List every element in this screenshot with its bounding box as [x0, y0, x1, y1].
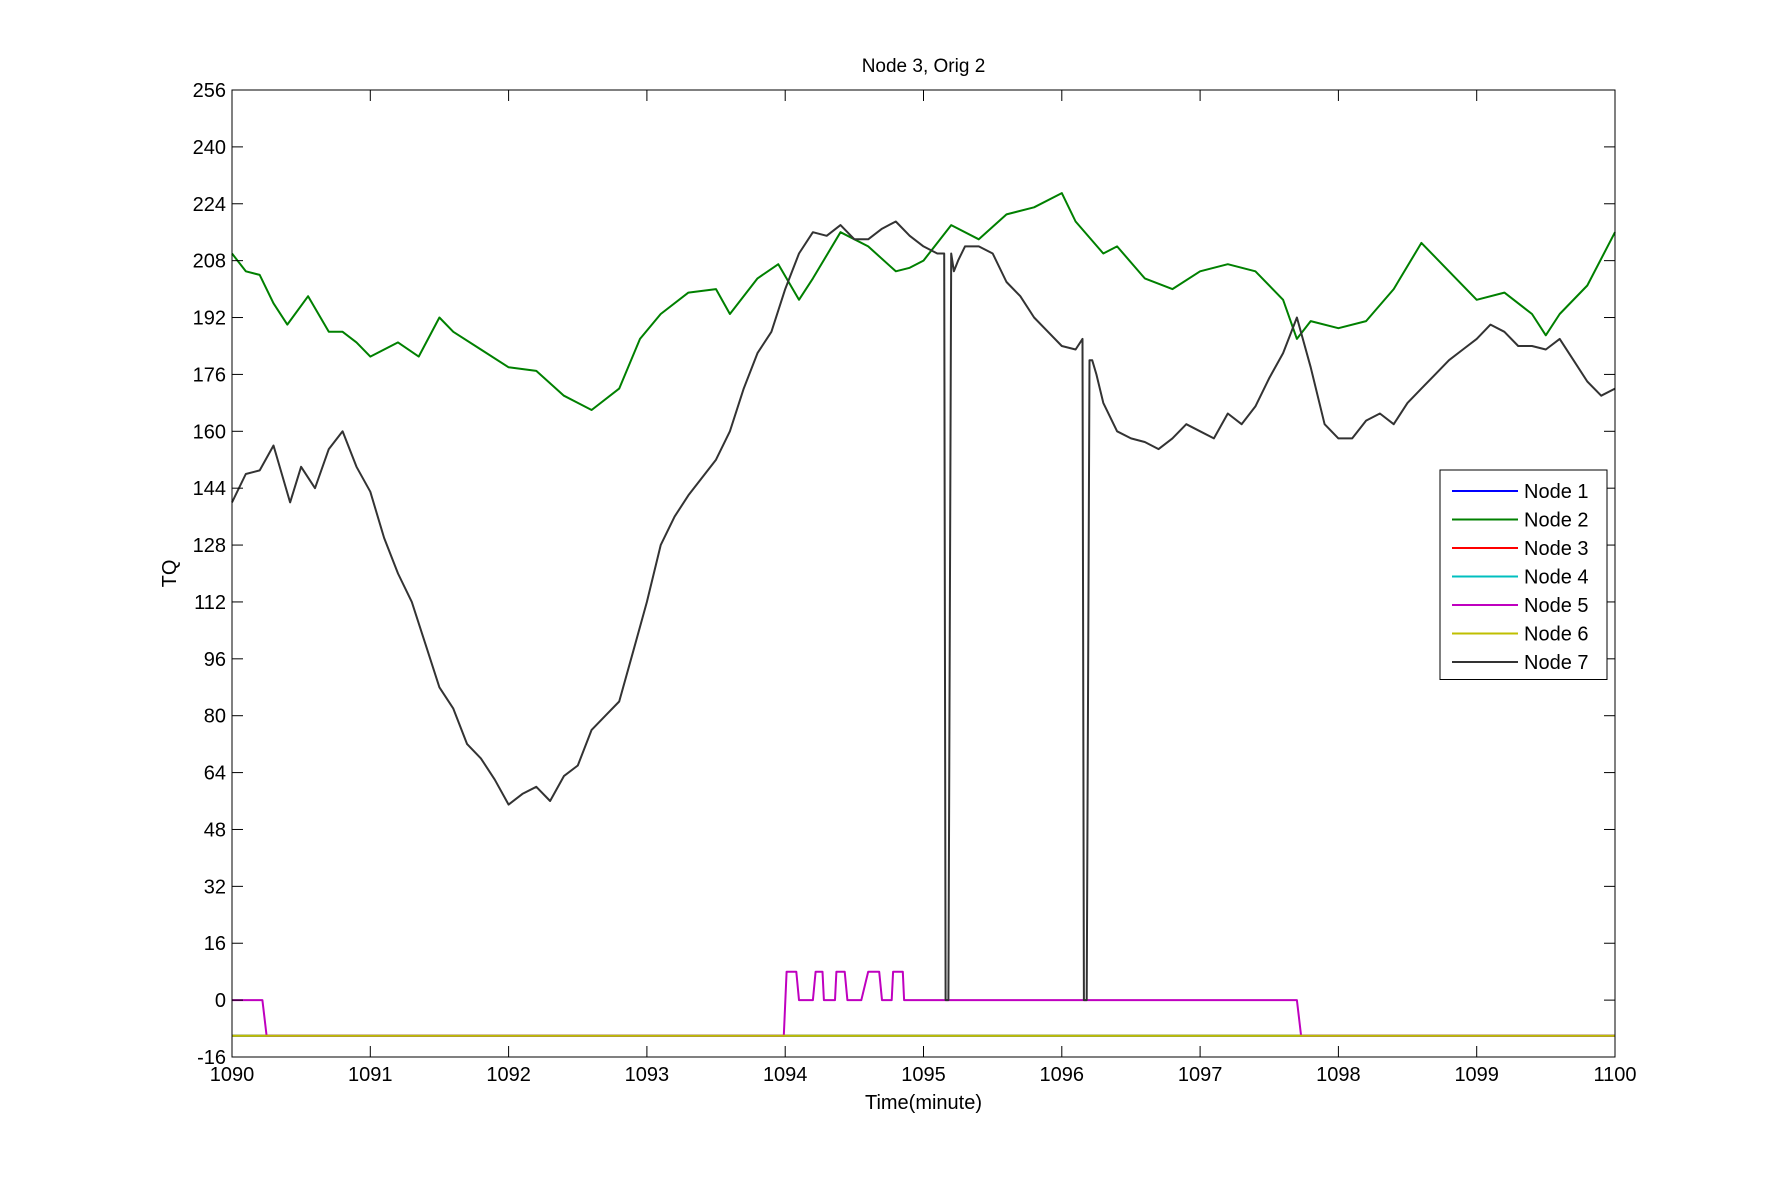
chart-title: Node 3, Orig 2	[862, 56, 986, 77]
x-tick-label: 1099	[1454, 1064, 1499, 1086]
x-tick-label: 1091	[348, 1064, 393, 1086]
legend-label-6: Node 6	[1524, 624, 1589, 646]
y-tick-label: 0	[215, 990, 226, 1012]
x-axis-label: Time(minute)	[865, 1092, 982, 1114]
x-tick-label: 1092	[486, 1064, 531, 1086]
series-line-2	[231, 192, 1616, 411]
legend-label-4: Node 4	[1524, 567, 1589, 589]
legend-label-7: Node 7	[1524, 652, 1589, 674]
plot-series	[231, 192, 1616, 1037]
legend-label-1: Node 1	[1524, 481, 1589, 503]
legend: Node 1 Node 2 Node 3 Node 4 Node 5 Node 6 Node…	[1439, 469, 1608, 680]
y-tick-label: 48	[204, 819, 226, 841]
x-tick-label: 1095	[901, 1064, 946, 1086]
y-tick-label: 160	[193, 421, 226, 443]
series-line-7	[231, 220, 1616, 1002]
x-tick-label: 1090	[210, 1064, 255, 1086]
legend-label-3: Node 3	[1524, 538, 1589, 560]
y-tick-label: -16	[197, 1047, 226, 1069]
y-tick-label: 240	[193, 137, 226, 159]
y-tick-label: 96	[204, 649, 226, 671]
legend-box	[1439, 469, 1608, 680]
y-tick-label: 64	[204, 763, 226, 785]
y-tick-label: 80	[204, 706, 226, 728]
x-tick-label: 1096	[1040, 1064, 1085, 1086]
y-tick-label: 16	[204, 933, 226, 955]
series-line-5	[232, 970, 1615, 1037]
y-tick-label: 112	[194, 592, 226, 614]
axes: 1090 1091 1092 1093 1094 1095 1096 1097 1098 1099…	[193, 80, 1637, 1086]
y-tick-label: 192	[193, 308, 226, 330]
x-tick-label: 1094	[763, 1064, 808, 1086]
legend-label-2: Node 2	[1524, 510, 1589, 532]
y-axis-label: TQ	[159, 560, 181, 588]
y-tick-label: 256	[193, 80, 226, 102]
y-tick-label: 32	[204, 876, 226, 898]
x-tick-label: 1098	[1316, 1064, 1361, 1086]
x-tick-label: 1097	[1178, 1064, 1223, 1086]
legend-label-5: Node 5	[1524, 595, 1589, 617]
y-tick-label: 224	[193, 194, 226, 216]
y-tick-label: 176	[193, 364, 226, 386]
y-tick-label: 144	[193, 478, 226, 500]
x-tick-label: 1100	[1593, 1064, 1636, 1086]
y-tick-label: 208	[193, 251, 226, 273]
x-tick-label: 1093	[625, 1064, 670, 1086]
y-tick-label: 128	[193, 535, 226, 557]
